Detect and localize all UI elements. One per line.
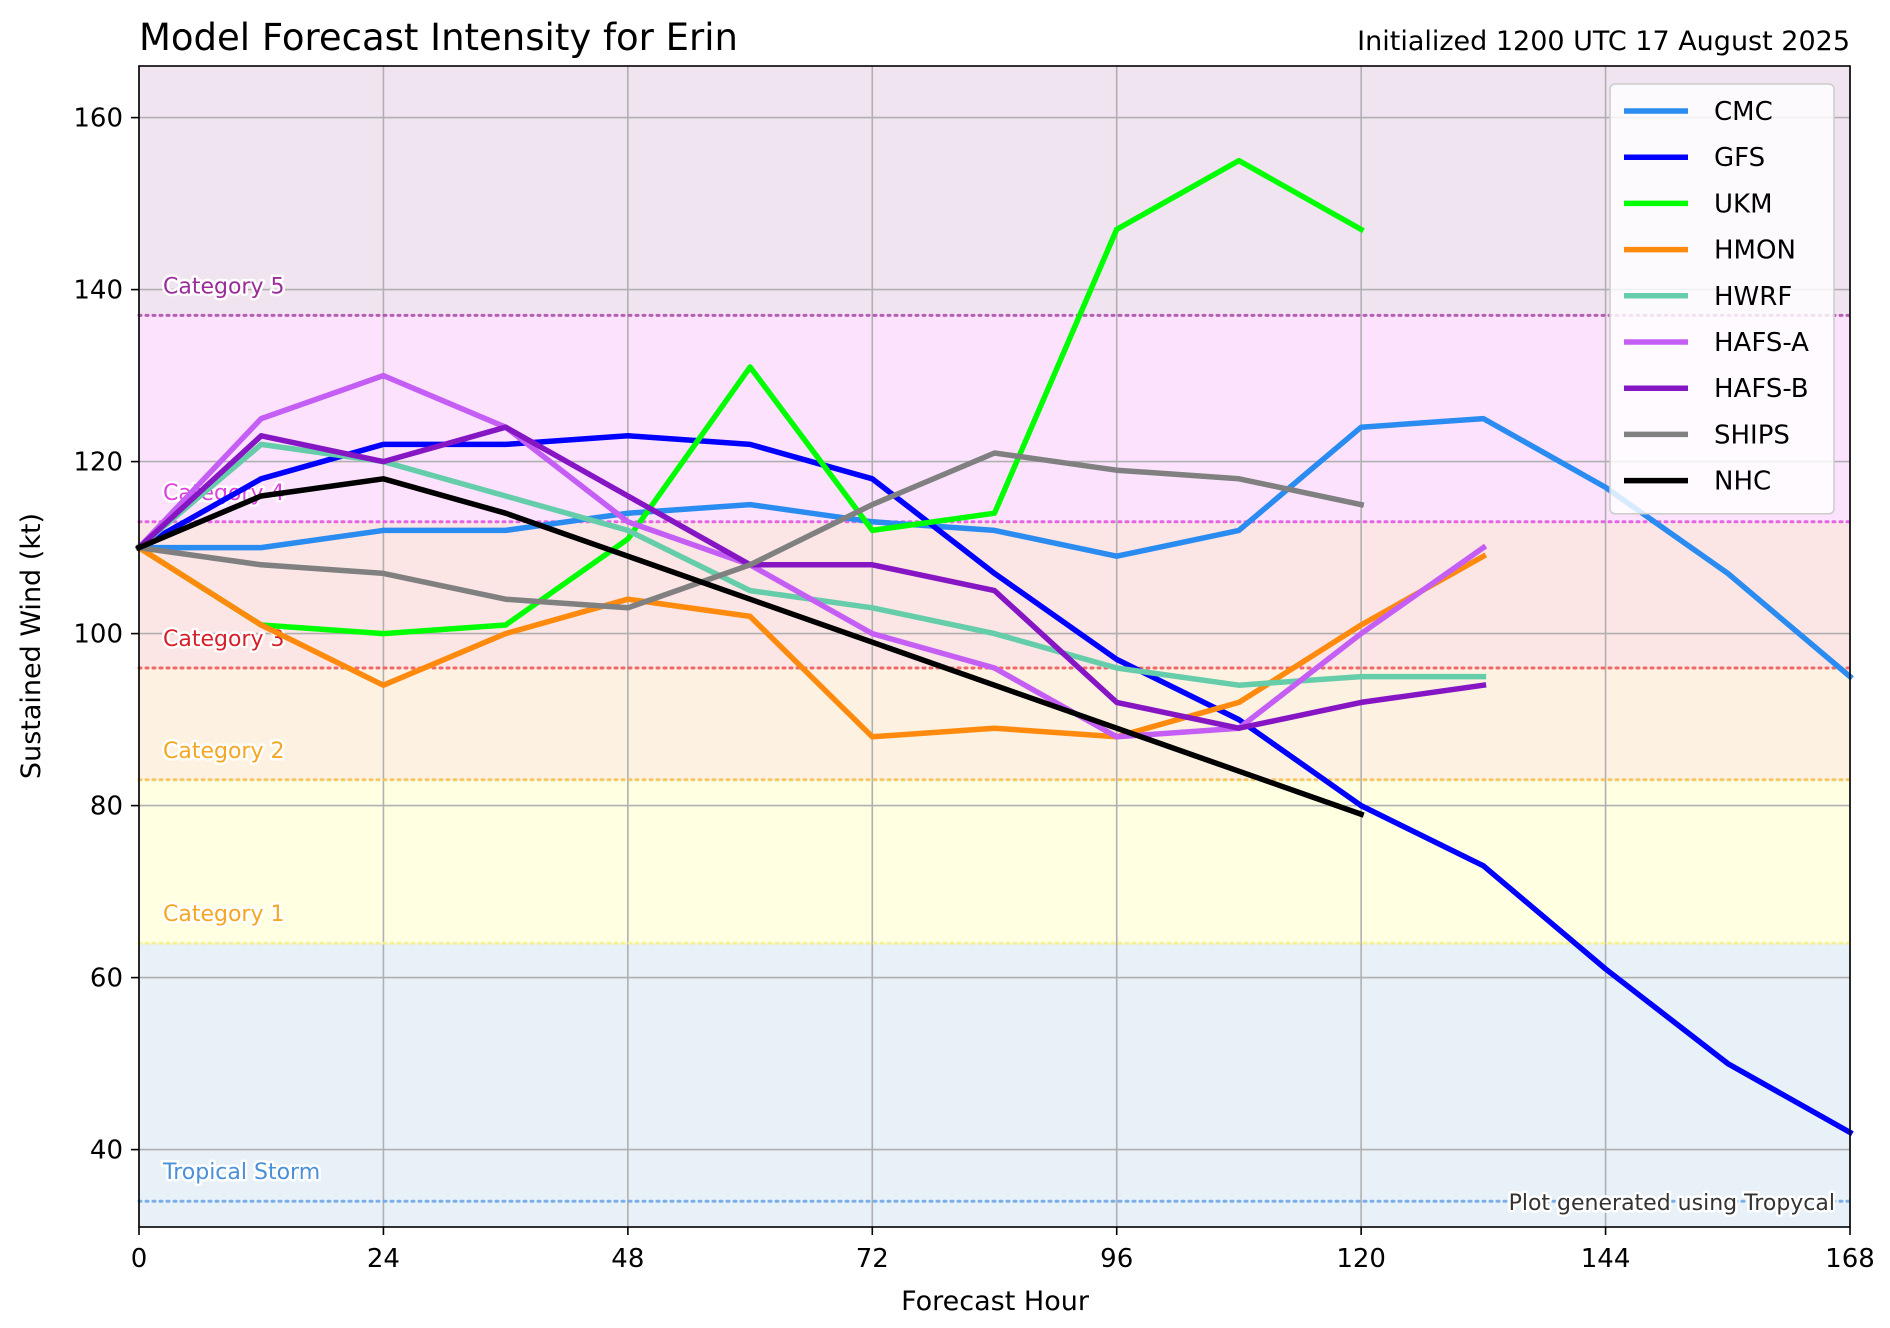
series-line-nhc: [135, 476, 1365, 818]
legend-label-gfs: GFS: [1714, 143, 1765, 173]
legend: CMC GFS UKM HMON HWRF HAFS-A HAFS-B SHIPS NHC: [1609, 83, 1835, 515]
legend-label-nhc: NHC: [1714, 467, 1771, 497]
x-tick-label: 72: [856, 1244, 889, 1274]
series-line-ukm: [135, 157, 1365, 637]
chart-title: Model Forecast Intensity for Erin: [139, 16, 738, 59]
x-tick-label: 168: [1825, 1244, 1875, 1274]
x-axis-label: Forecast Hour: [901, 1286, 1090, 1317]
legend-label-hafs-a: HAFS-A: [1714, 328, 1809, 358]
category-label: Category 2: [163, 739, 284, 764]
legend-label-hafs-b: HAFS-B: [1714, 374, 1809, 404]
series-line-ships: [135, 450, 1365, 611]
y-tick-label: 120: [73, 448, 123, 478]
band-category-4: [139, 315, 1850, 522]
legend-label-hwrf: HWRF: [1714, 282, 1792, 312]
legend-label-ships: SHIPS: [1714, 420, 1790, 450]
series-line-cmc: [136, 415, 1854, 681]
series-line-hafs-b: [135, 424, 1487, 731]
x-tick-label: 144: [1581, 1244, 1631, 1274]
chart-subtitle: Initialized 1200 UTC 17 August 2025: [1357, 26, 1850, 57]
x-axis-ticks: 0 24 48 72 96 120 144 168: [131, 1227, 1875, 1274]
category-bands: [139, 66, 1850, 1227]
category-label: Category 1: [163, 902, 284, 927]
band-category-1: [139, 779, 1850, 944]
series-line-hmon: [135, 543, 1488, 740]
legend-label-cmc: CMC: [1714, 97, 1773, 127]
y-tick-label: 100: [73, 620, 123, 650]
series-line-gfs: [135, 433, 1854, 1137]
x-tick-label: 0: [131, 1244, 148, 1274]
x-tick-label: 120: [1336, 1244, 1386, 1274]
category-label: Category 3: [163, 627, 284, 652]
category-label: Category 5: [163, 274, 284, 299]
legend-label-ukm: UKM: [1714, 189, 1773, 219]
band-tropical-storm: [139, 943, 1850, 1227]
y-tick-label: 160: [73, 104, 123, 134]
x-tick-label: 24: [367, 1244, 400, 1274]
y-tick-label: 140: [73, 276, 123, 306]
y-tick-label: 80: [90, 792, 123, 822]
credit-text: Plot generated using Tropycal: [1509, 1191, 1835, 1216]
legend-label-hmon: HMON: [1714, 236, 1796, 266]
category-label: Tropical Storm: [162, 1160, 320, 1185]
x-tick-label: 96: [1100, 1244, 1133, 1274]
y-tick-label: 40: [90, 1136, 123, 1166]
band-category-3: [139, 521, 1850, 668]
legend-box: [1609, 83, 1835, 515]
series-lines: [135, 157, 1854, 1137]
y-axis-ticks: 40 60 80 100 120 140 160: [73, 104, 139, 1166]
series-line-hafs-a: [135, 372, 1488, 740]
y-tick-label: 60: [90, 964, 123, 994]
y-axis-label: Sustained Wind (kt): [16, 513, 47, 779]
x-tick-label: 48: [611, 1244, 644, 1274]
plot-frame: [138, 65, 1851, 1228]
band-category-5: [139, 66, 1850, 316]
